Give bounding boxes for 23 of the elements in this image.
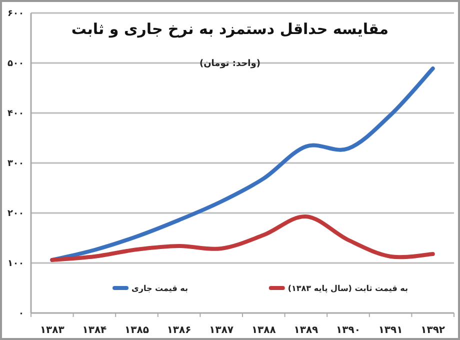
y-tick-label: ۴۰۰ [8,109,24,119]
x-tick-label: ۱۳۸۷ [209,325,234,336]
y-tick-label: ۶۰۰ [8,9,24,19]
text: (واحد: تومان) [200,59,260,69]
x-tick-label: ۱۳۸۸ [251,325,276,336]
y-tick-label: ۵۰۰ [8,59,24,69]
x-tick-label: ۱۳۸۶ [166,325,192,336]
x-tick-label: ۱۳۸۴ [82,325,107,336]
y-tick-label: ۲۰۰ [8,209,24,219]
x-tick-label: ۱۳۸۵ [124,325,149,336]
x-tick-label: ۱۳۹۱ [378,325,403,336]
legend: به قیمت جاری [112,284,188,293]
x-tick-label: ۱۳۹۰ [336,325,360,336]
legend-label: به قیمت جاری [132,284,188,293]
text: مقایسه حداقل دستمزد به نرخ جاری و ثابت [71,20,389,38]
x-tick-label: ۱۳۹۲ [420,325,446,336]
y-tick-label: ۰ [18,309,24,319]
y-tick-label: ۱۰۰ [8,259,24,269]
line-series [50,214,435,262]
legend: به قیمت ثابت (سال پایه ۱۳۸۳) [268,284,408,293]
x-tick-label: ۱۳۸۹ [294,325,318,336]
y-tick-label: ۳۰۰ [8,159,24,169]
x-tick-label: ۱۳۸۳ [40,325,64,336]
